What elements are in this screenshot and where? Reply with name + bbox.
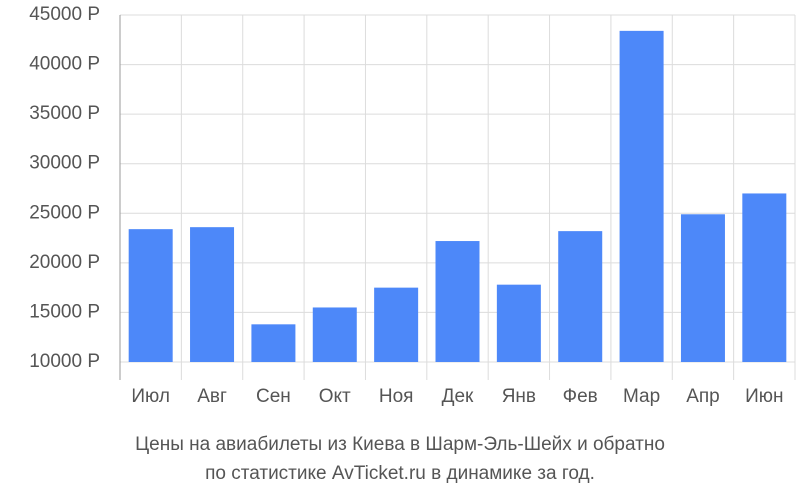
x-tick-label: Мар <box>623 386 660 407</box>
bar <box>496 284 541 362</box>
x-tick-label: Дек <box>442 386 474 407</box>
x-tick-label: Июн <box>745 386 783 407</box>
y-tick-label: 15000 Р <box>29 301 100 322</box>
bar <box>128 229 173 362</box>
x-tick-label: Янв <box>502 386 536 407</box>
x-tick-label: Ноя <box>379 386 414 407</box>
bar <box>374 287 419 362</box>
x-tick-label: Авг <box>197 386 227 407</box>
bar <box>435 241 480 362</box>
bar <box>742 193 787 362</box>
chart-title: по статистике AvTicket.ru в динамике за … <box>205 463 595 484</box>
x-tick-label: Апр <box>686 386 720 407</box>
y-tick-label: 40000 Р <box>29 54 100 75</box>
x-tick-label: Окт <box>319 386 351 407</box>
bar <box>312 307 357 362</box>
bar <box>619 30 664 363</box>
x-tick-label: Фев <box>563 386 598 407</box>
bar <box>251 324 296 362</box>
x-tick-label: Июл <box>131 386 170 407</box>
x-tick-label: Сен <box>256 386 291 407</box>
bar <box>680 214 725 362</box>
y-tick-label: 20000 Р <box>29 252 100 273</box>
y-tick-label: 30000 Р <box>29 153 100 174</box>
y-tick-label: 45000 Р <box>29 4 100 25</box>
y-tick-label: 35000 Р <box>29 103 100 124</box>
y-tick-label: 10000 Р <box>29 351 100 372</box>
bar <box>558 231 603 362</box>
y-tick-label: 25000 Р <box>29 202 100 223</box>
chart-title: Цены на авиабилеты из Киева в Шарм-Эль-Ш… <box>135 434 665 455</box>
bar <box>190 227 235 362</box>
